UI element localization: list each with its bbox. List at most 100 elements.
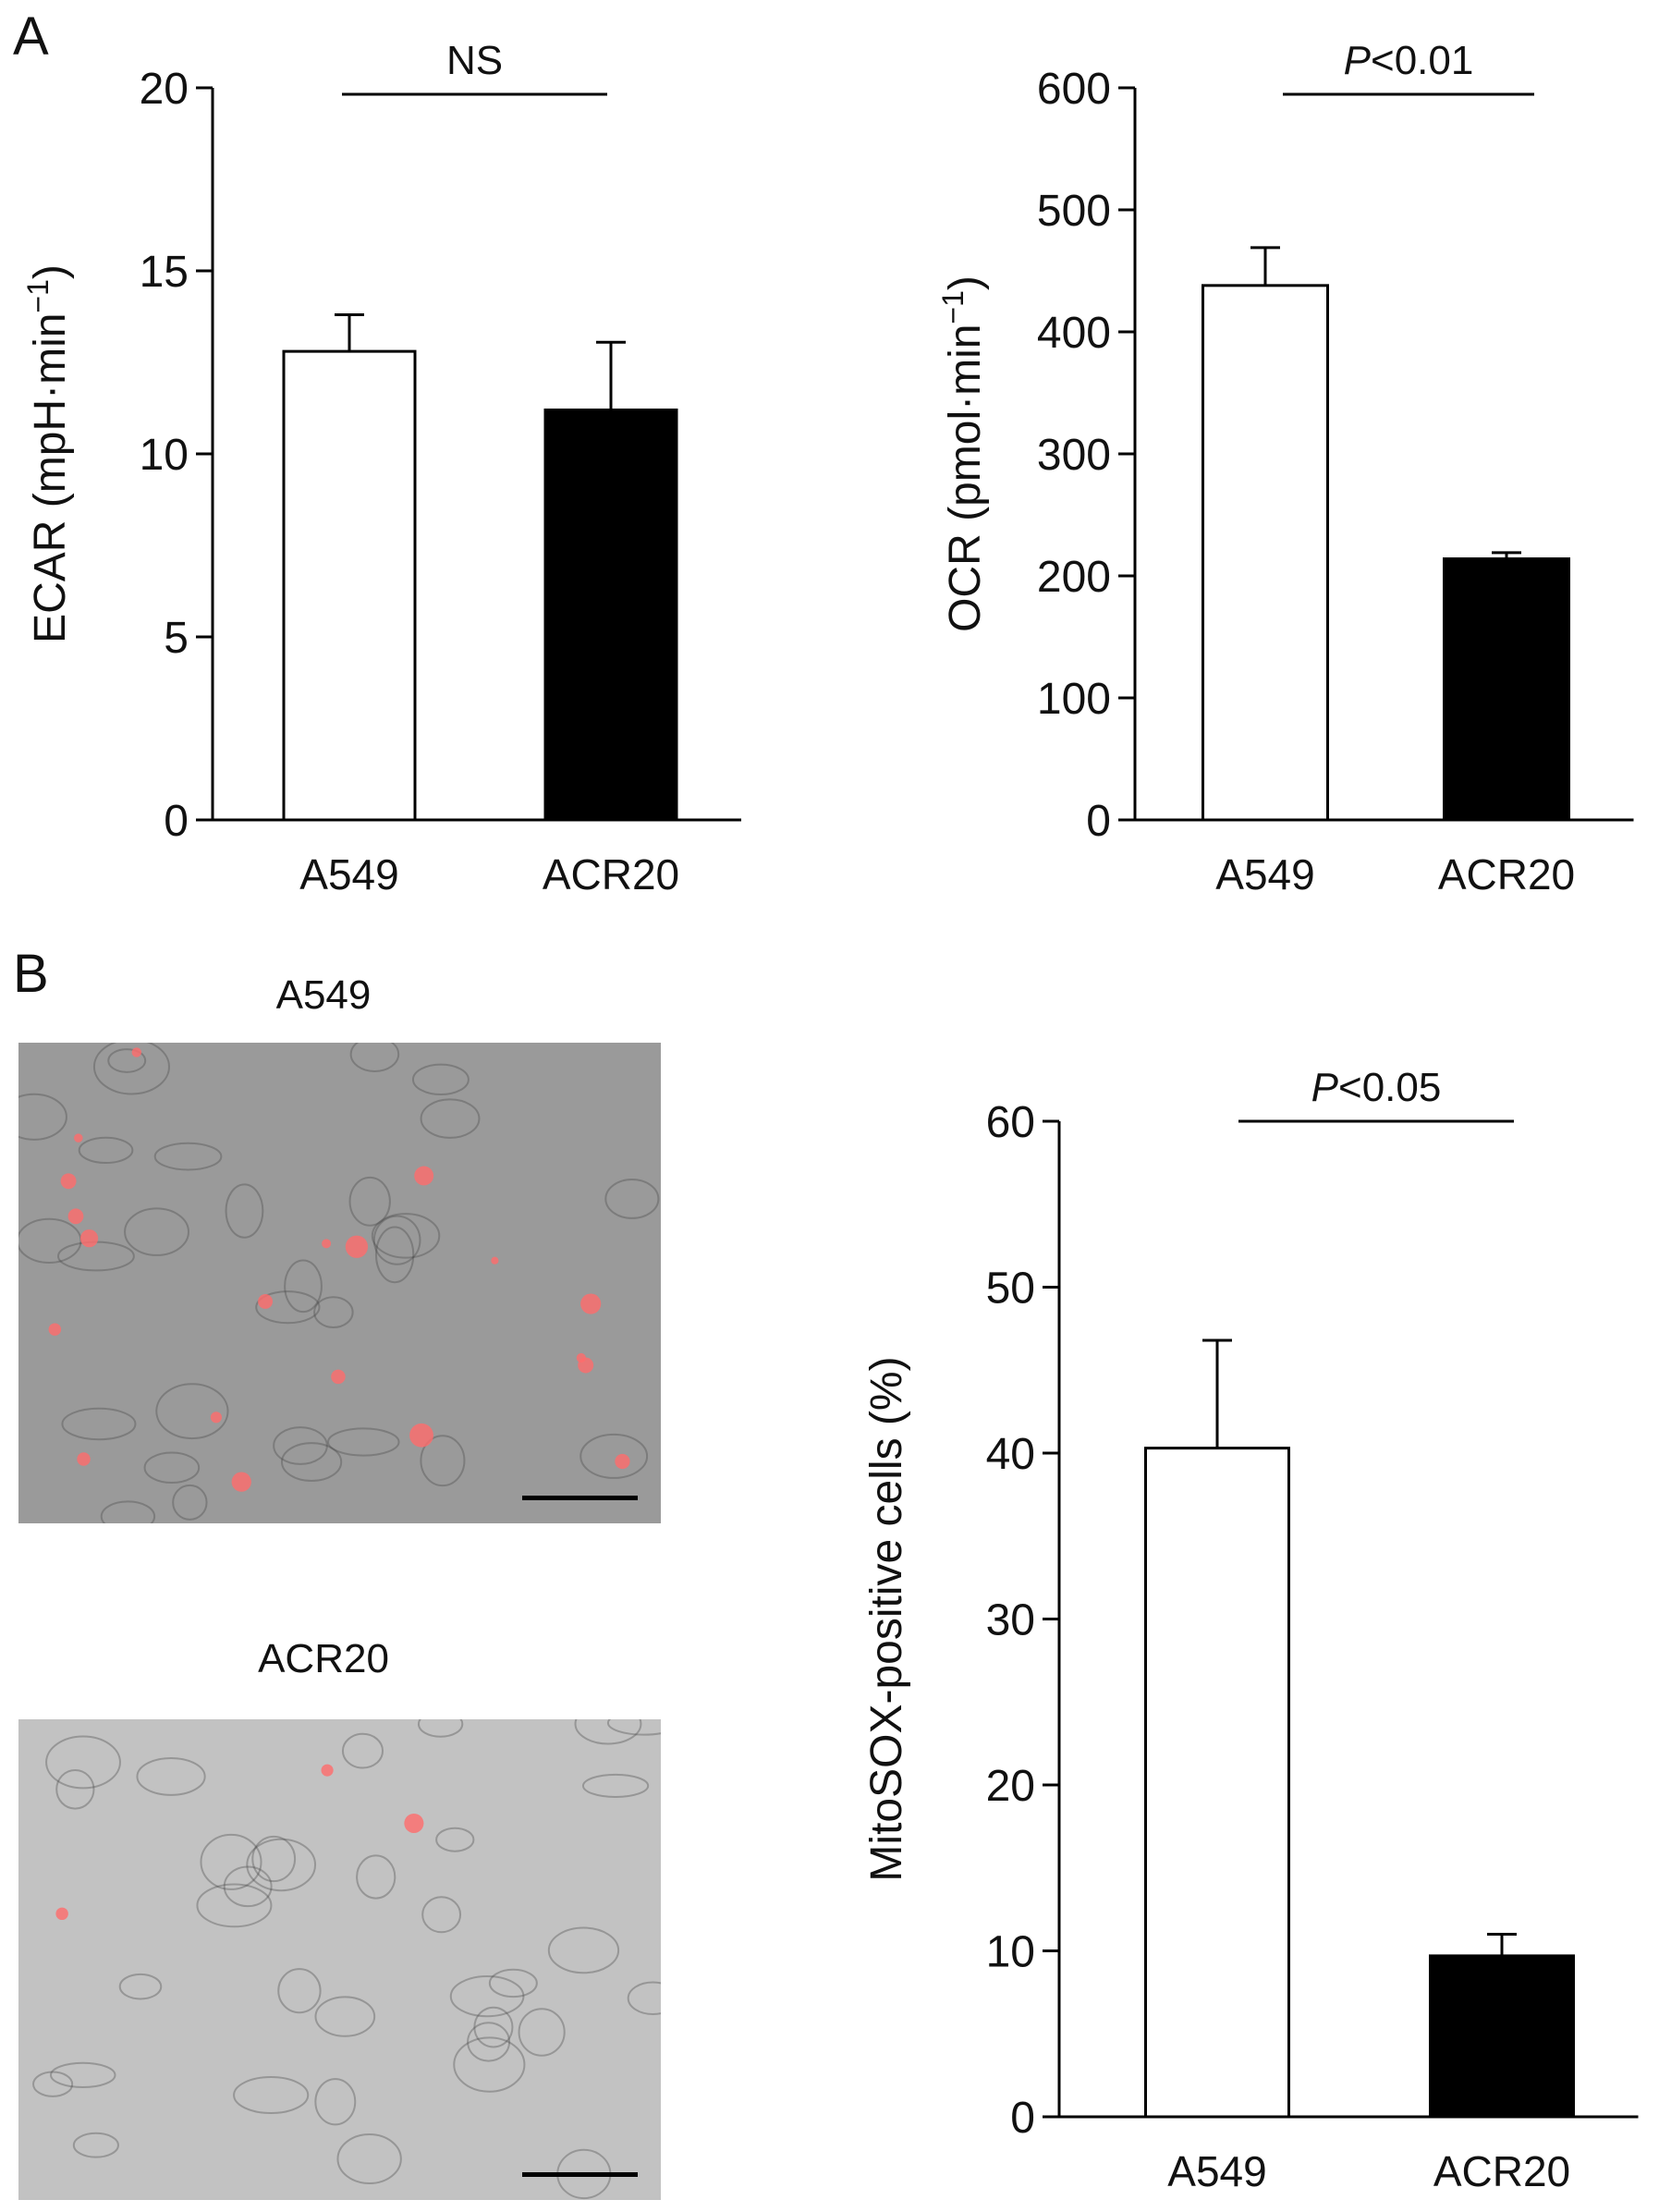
panel-label-a: A xyxy=(13,6,49,67)
y-tick-label: 500 xyxy=(1037,187,1111,236)
y-tick-label: 40 xyxy=(986,1430,1035,1479)
cell-outline xyxy=(473,2006,514,2048)
cell-outline xyxy=(225,1183,264,1239)
micrograph-background xyxy=(18,1043,661,1523)
cell-outline xyxy=(371,1213,441,1259)
y-tick-label: 0 xyxy=(164,797,189,846)
cell-outline xyxy=(246,1838,317,1892)
cell-outline xyxy=(155,1383,229,1440)
x-tick-label-acr20: ACR20 xyxy=(1433,2147,1570,2195)
significance-p: P xyxy=(1311,1065,1339,1110)
y-tick-label: 600 xyxy=(1037,65,1111,114)
fluorescent-spot xyxy=(77,1452,91,1466)
micrograph-a549 xyxy=(18,1043,661,1523)
cell-outline xyxy=(124,1207,189,1256)
cell-outline xyxy=(356,1854,396,1900)
cell-outline xyxy=(45,1735,121,1790)
significance-label: P<0.01 xyxy=(1344,38,1474,83)
cell-outline xyxy=(18,1093,67,1141)
cell-outline xyxy=(251,1835,297,1883)
significance-value: <0.01 xyxy=(1371,38,1473,83)
fluorescent-spot xyxy=(580,1293,602,1314)
cell-outline xyxy=(280,1442,343,1483)
bar-a549 xyxy=(1144,1447,1290,2119)
cell-outline xyxy=(349,1043,400,1072)
cell-outline xyxy=(284,1259,323,1314)
cell-outline xyxy=(327,1427,400,1457)
fluorescent-spot xyxy=(74,1133,83,1143)
chart-2: 0 100 200 300 400 500 600 A549 ACR20 P<0.01 OCR (p… xyxy=(936,38,1634,898)
cell-outline xyxy=(153,1142,223,1171)
fluorescent-spot xyxy=(578,1357,594,1374)
y-tick-label: 50 xyxy=(986,1265,1035,1314)
cell-outline xyxy=(488,1968,538,1998)
bar-acr20 xyxy=(1443,557,1570,822)
cell-outline xyxy=(92,1043,170,1095)
y-tick-label: 100 xyxy=(1037,675,1111,724)
fluorescent-spot xyxy=(48,1323,62,1336)
micrograph-image xyxy=(18,1719,661,2200)
fluorescent-spot xyxy=(321,1764,334,1777)
cell-outline xyxy=(255,1290,321,1325)
cell-outline xyxy=(604,1179,660,1219)
panel-label-b: B xyxy=(13,944,49,1004)
y-axis-label-main: OCR (pmol·min xyxy=(941,324,990,632)
cell-outline xyxy=(372,1215,421,1265)
cell-outline xyxy=(336,2133,402,2185)
cell-outline xyxy=(313,1296,354,1329)
y-tick-label: 10 xyxy=(986,1928,1035,1977)
cell-outline xyxy=(143,1451,201,1484)
y-axis-label-main: ECAR (mpH·min xyxy=(26,313,75,643)
cell-outline xyxy=(453,2036,526,2093)
fluorescent-spot xyxy=(79,1229,99,1248)
y-axis-label-close: ) xyxy=(26,264,75,279)
cell-outline xyxy=(411,1063,470,1096)
cell-outline xyxy=(72,2132,119,2158)
scale-bar xyxy=(522,1496,638,1500)
y-tick-label: 20 xyxy=(140,65,189,114)
fluorescent-spot xyxy=(491,1256,499,1265)
bar-acr20 xyxy=(543,408,678,822)
y-tick-label: 300 xyxy=(1037,431,1111,480)
x-tick-label-a549: A549 xyxy=(1167,2147,1266,2195)
cell-outline xyxy=(420,1098,481,1139)
cell-outline xyxy=(223,1865,273,1908)
micrograph-acr20 xyxy=(18,1719,661,2200)
y-axis-label-main: MitoSOX-positive cells (%) xyxy=(862,1356,911,1881)
fluorescent-spot xyxy=(55,1907,68,1921)
significance-p: P xyxy=(1344,38,1372,83)
cell-outline xyxy=(118,1973,163,2000)
cell-outline xyxy=(574,1719,642,1745)
y-tick-label: 20 xyxy=(986,1762,1035,1811)
cell-outline xyxy=(348,1176,391,1227)
fluorescent-spot xyxy=(409,1423,433,1448)
significance-value: NS xyxy=(446,38,503,83)
cell-outline xyxy=(50,2061,116,2089)
x-tick-label-acr20: ACR20 xyxy=(1438,850,1575,898)
cell-outline xyxy=(417,1719,464,1738)
cell-outline xyxy=(420,1435,466,1487)
cell-outline xyxy=(627,1981,661,2015)
cell-outline xyxy=(449,1975,525,2018)
cell-outline xyxy=(233,2076,310,2115)
bar-acr20 xyxy=(1429,1954,1575,2119)
significance-value: <0.05 xyxy=(1338,1065,1441,1110)
y-tick-label: 30 xyxy=(986,1596,1035,1645)
y-axis-label: OCR (pmol·min−1) xyxy=(936,275,990,632)
cell-outline xyxy=(107,1048,147,1073)
y-tick-label: 0 xyxy=(1010,2094,1035,2143)
x-tick-label-acr20: ACR20 xyxy=(543,850,679,898)
fluorescent-spot xyxy=(331,1369,346,1385)
x-tick-label-a549: A549 xyxy=(299,850,398,898)
fluorescent-spot xyxy=(404,1813,424,1833)
y-tick-label: 5 xyxy=(164,614,189,663)
fluorescent-spot xyxy=(345,1235,369,1258)
y-tick-label: 15 xyxy=(140,248,189,297)
y-tick-label: 10 xyxy=(140,431,189,480)
micrograph-background xyxy=(18,1719,661,2200)
micrograph-title-a549: A549 xyxy=(275,972,372,1018)
scale-bar xyxy=(522,2172,638,2177)
cell-outline xyxy=(547,1926,620,1974)
